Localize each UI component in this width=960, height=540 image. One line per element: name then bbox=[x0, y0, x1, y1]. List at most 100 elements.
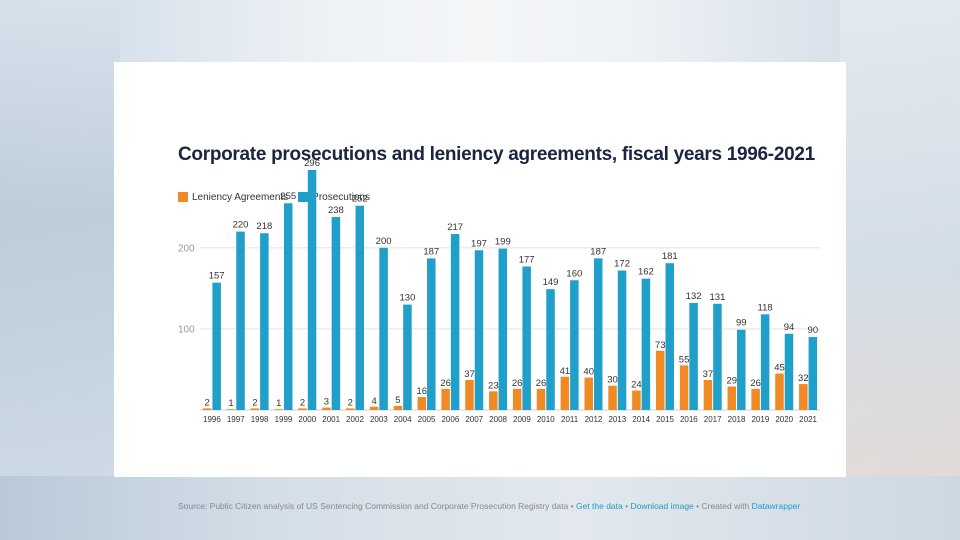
bar-prosecutions bbox=[307, 170, 317, 410]
data-label-prosecutions: 132 bbox=[686, 291, 702, 302]
bar-prosecutions bbox=[665, 263, 674, 410]
download-image-link[interactable]: Download image bbox=[630, 501, 694, 511]
bar-prosecutions bbox=[617, 270, 627, 410]
x-tick-label: 2005 bbox=[418, 415, 436, 424]
data-label-prosecutions: 296 bbox=[304, 158, 320, 169]
get-data-link[interactable]: Get the data bbox=[575, 501, 623, 511]
x-tick-label: 2014 bbox=[632, 415, 650, 424]
data-label-leniency: 23 bbox=[488, 380, 499, 391]
background-bottom-blur bbox=[0, 476, 960, 540]
footer-separator: • bbox=[568, 501, 576, 511]
x-tick-label: 2006 bbox=[441, 415, 459, 424]
data-label-prosecutions: 238 bbox=[328, 205, 344, 216]
bar-chart: 1002002157199612201997221819981255199922… bbox=[178, 158, 820, 424]
bar-prosecutions bbox=[593, 258, 603, 410]
bar-prosecutions bbox=[498, 248, 508, 410]
legend-item-prosecutions: Prosecutions bbox=[298, 192, 370, 203]
data-label-prosecutions: 130 bbox=[400, 293, 416, 304]
data-label-leniency: 37 bbox=[703, 369, 714, 380]
x-tick-label: 2000 bbox=[298, 415, 316, 424]
bar-prosecutions bbox=[283, 203, 293, 410]
x-tick-label: 2020 bbox=[775, 415, 793, 424]
bar-leniency bbox=[512, 388, 522, 410]
data-label-leniency: 2 bbox=[300, 397, 305, 408]
bar-prosecutions bbox=[236, 231, 245, 410]
x-tick-label: 2012 bbox=[585, 415, 603, 424]
data-label-prosecutions: 162 bbox=[638, 267, 654, 278]
bar-prosecutions bbox=[689, 302, 698, 410]
data-label-leniency: 55 bbox=[679, 354, 690, 365]
x-tick-label: 2017 bbox=[704, 415, 722, 424]
chart-card: Corporate prosecutions and leniency agre… bbox=[114, 62, 846, 511]
data-label-prosecutions: 187 bbox=[423, 246, 439, 257]
bar-prosecutions bbox=[379, 247, 388, 410]
data-label-prosecutions: 90 bbox=[808, 325, 819, 336]
legend-label-leniency: Leniency Agreements bbox=[192, 191, 289, 203]
x-tick-label: 2009 bbox=[513, 415, 531, 424]
bar-prosecutions bbox=[355, 205, 364, 410]
bar-leniency bbox=[417, 397, 427, 410]
bar-leniency bbox=[536, 388, 546, 410]
x-tick-label: 2016 bbox=[680, 415, 698, 424]
x-tick-label: 2007 bbox=[465, 415, 483, 424]
data-label-leniency: 24 bbox=[631, 380, 642, 391]
x-tick-label: 1998 bbox=[251, 415, 269, 424]
legend-swatch-leniency bbox=[178, 192, 188, 202]
data-label-leniency: 26 bbox=[536, 378, 547, 389]
data-label-leniency: 37 bbox=[464, 369, 475, 380]
x-tick-label: 2001 bbox=[322, 415, 340, 424]
y-tick-label: 200 bbox=[178, 243, 195, 254]
bar-prosecutions bbox=[427, 258, 436, 410]
bar-leniency bbox=[608, 385, 617, 410]
data-label-leniency: 73 bbox=[655, 340, 666, 351]
bar-prosecutions bbox=[546, 289, 555, 410]
bar-leniency bbox=[703, 380, 713, 410]
data-label-prosecutions: 181 bbox=[662, 251, 678, 262]
data-label-prosecutions: 220 bbox=[233, 220, 249, 231]
bar-leniency bbox=[274, 409, 283, 410]
data-label-prosecutions: 187 bbox=[590, 246, 606, 257]
data-label-prosecutions: 177 bbox=[519, 254, 535, 265]
bar-leniency bbox=[584, 377, 593, 410]
data-label-leniency: 1 bbox=[276, 398, 281, 409]
bar-leniency bbox=[298, 408, 307, 410]
data-label-leniency: 2 bbox=[252, 397, 257, 408]
data-label-prosecutions: 160 bbox=[566, 268, 582, 279]
x-tick-label: 2002 bbox=[346, 415, 364, 424]
bar-leniency bbox=[369, 406, 379, 410]
legend-item-leniency: Leniency Agreements bbox=[178, 192, 288, 203]
bar-leniency bbox=[560, 376, 570, 410]
data-label-prosecutions: 200 bbox=[376, 236, 392, 247]
bar-leniency bbox=[632, 390, 641, 410]
x-tick-label: 2003 bbox=[370, 415, 388, 424]
data-label-prosecutions: 94 bbox=[784, 322, 795, 333]
x-tick-label: 2019 bbox=[751, 415, 769, 424]
x-tick-label: 2010 bbox=[537, 415, 555, 424]
data-label-prosecutions: 218 bbox=[256, 221, 272, 232]
data-label-prosecutions: 217 bbox=[447, 222, 463, 233]
data-label-leniency: 2 bbox=[205, 397, 210, 408]
bar-leniency bbox=[322, 407, 331, 410]
bar-prosecutions bbox=[331, 217, 341, 410]
data-label-prosecutions: 131 bbox=[710, 292, 726, 303]
data-label-leniency: 41 bbox=[560, 366, 571, 377]
data-label-prosecutions: 118 bbox=[758, 302, 773, 313]
data-label-leniency: 3 bbox=[324, 397, 329, 408]
bar-prosecutions bbox=[713, 303, 722, 410]
bar-prosecutions bbox=[641, 278, 651, 410]
bar-prosecutions bbox=[474, 250, 484, 410]
footer-source: Source: Public Citizen analysis of US Se… bbox=[178, 501, 569, 511]
data-label-prosecutions: 157 bbox=[209, 271, 225, 282]
datawrapper-link[interactable]: Datawrapper bbox=[751, 501, 801, 511]
y-tick-label: 100 bbox=[178, 324, 195, 335]
data-label-leniency: 32 bbox=[798, 373, 809, 384]
x-tick-label: 2015 bbox=[656, 415, 674, 424]
bar-prosecutions bbox=[522, 266, 531, 410]
data-label-leniency: 45 bbox=[774, 363, 785, 374]
bar-prosecutions bbox=[737, 329, 746, 410]
x-tick-label: 2011 bbox=[561, 415, 579, 424]
bar-leniency bbox=[226, 409, 236, 410]
x-tick-label: 2004 bbox=[394, 415, 412, 424]
bar-leniency bbox=[250, 408, 260, 410]
footer-separator: • bbox=[622, 501, 631, 511]
